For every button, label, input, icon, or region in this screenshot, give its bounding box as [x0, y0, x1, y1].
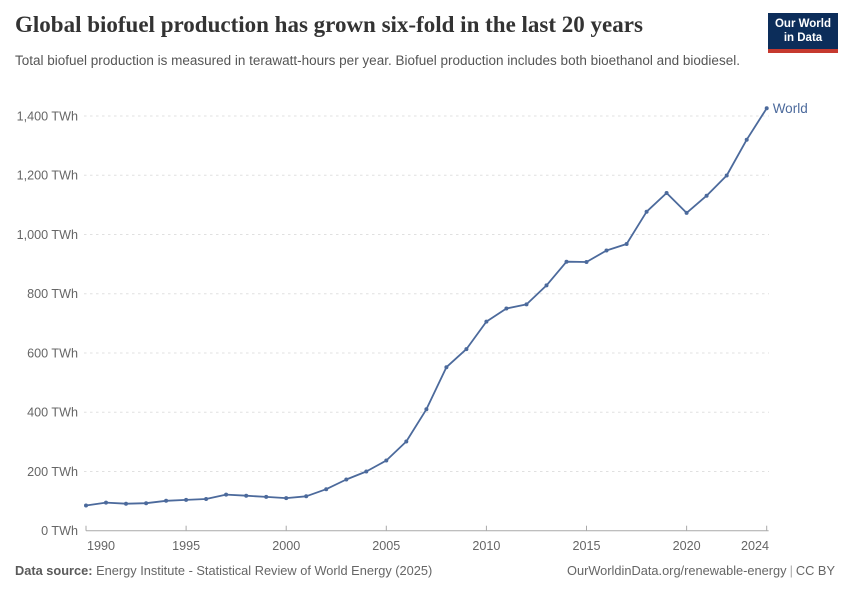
page-title: Global biofuel production has grown six-…	[15, 12, 643, 37]
x-axis-tick-label: 2000	[272, 539, 300, 553]
x-axis-tick-label: 1990	[87, 539, 115, 553]
y-axis-tick-label: 1,400 TWh	[17, 110, 78, 124]
data-point-1992[interactable]	[124, 501, 128, 506]
data-point-1999[interactable]	[264, 494, 269, 499]
data-point-2022[interactable]	[724, 173, 729, 178]
data-point-1998[interactable]	[244, 493, 249, 498]
y-axis-tick-label: 0 TWh	[41, 524, 78, 538]
data-point-2003[interactable]	[344, 477, 349, 482]
data-point-2024[interactable]	[764, 106, 769, 111]
data-source-label: Data source:	[15, 563, 93, 578]
x-axis-tick-label: 2024	[741, 539, 769, 553]
data-point-2021[interactable]	[704, 193, 709, 198]
data-point-2008[interactable]	[444, 365, 449, 370]
owid-url-link[interactable]: OurWorldinData.org/renewable-energy	[567, 563, 787, 578]
data-point-2009[interactable]	[464, 347, 469, 352]
y-axis-tick-label: 800 TWh	[27, 287, 78, 301]
data-point-1991[interactable]	[104, 500, 108, 505]
series-label-world[interactable]: World	[773, 101, 808, 116]
owid-logo-line1: Our World	[774, 18, 831, 30]
data-point-2020[interactable]	[684, 210, 689, 215]
data-point-1995[interactable]	[184, 497, 189, 502]
footer-credit: OurWorldinData.org/renewable-energy | CC B…	[567, 563, 835, 579]
chart-footer: Data source: Energy Institute - Statisti…	[15, 563, 835, 579]
y-axis-tick-label: 400 TWh	[27, 406, 78, 420]
data-point-2000[interactable]	[284, 496, 289, 501]
owid-logo[interactable]: Our World in Data	[768, 13, 838, 53]
data-point-2001[interactable]	[304, 494, 309, 499]
data-point-2012[interactable]	[524, 302, 529, 307]
data-source: Data source: Energy Institute - Statisti…	[15, 563, 432, 579]
data-point-1996[interactable]	[204, 497, 209, 501]
y-axis-tick-label: 200 TWh	[27, 465, 78, 479]
y-axis-tick-label: 1,000 TWh	[17, 228, 78, 242]
world-line[interactable]	[85, 107, 768, 507]
world-line-points	[84, 106, 769, 508]
data-point-2004[interactable]	[364, 469, 369, 474]
data-point-2016[interactable]	[604, 248, 609, 253]
data-point-1990[interactable]	[84, 503, 88, 508]
data-point-2018[interactable]	[644, 209, 649, 214]
data-source-text: Energy Institute - Statistical Review of…	[96, 563, 433, 578]
data-point-2006[interactable]	[404, 439, 409, 444]
x-axis-tick-label: 2015	[572, 539, 600, 553]
data-point-2014[interactable]	[564, 259, 569, 264]
y-axis-tick-label: 600 TWh	[27, 346, 78, 360]
data-point-2013[interactable]	[544, 283, 549, 288]
data-point-1993[interactable]	[144, 501, 149, 506]
data-point-1994[interactable]	[164, 498, 169, 503]
x-axis-tick-label: 2005	[372, 539, 400, 553]
chart-subtitle: Total biofuel production is measured in …	[15, 53, 740, 68]
data-point-2017[interactable]	[624, 242, 629, 246]
license-link[interactable]: CC BY	[795, 563, 835, 578]
data-point-2005[interactable]	[384, 458, 389, 463]
data-point-2015[interactable]	[584, 260, 589, 264]
data-point-2023[interactable]	[744, 137, 749, 142]
owid-logo-line2: in Data	[783, 32, 823, 44]
data-point-1997[interactable]	[224, 492, 229, 497]
x-axis-tick-label: 2020	[673, 539, 701, 553]
data-point-2007[interactable]	[424, 407, 429, 412]
x-axis-tick-label: 2010	[472, 539, 500, 553]
data-point-2010[interactable]	[484, 319, 489, 324]
data-point-2019[interactable]	[664, 191, 669, 195]
footer-divider: |	[789, 563, 793, 578]
data-point-2002[interactable]	[324, 487, 329, 492]
x-axis-tick-label: 1995	[172, 539, 200, 553]
data-point-2011[interactable]	[504, 306, 509, 311]
y-axis-tick-label: 1,200 TWh	[17, 169, 78, 183]
